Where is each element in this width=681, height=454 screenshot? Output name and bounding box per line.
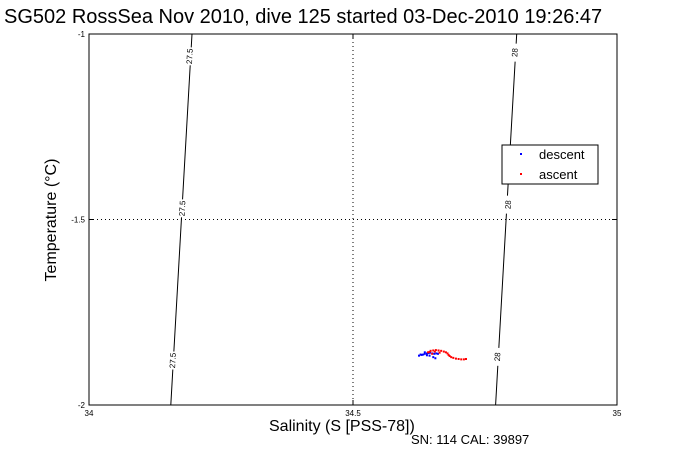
data-point-ascent (428, 350, 431, 353)
data-point-descent (434, 357, 437, 360)
x-axis-label: Salinity (S [PSS-78]) (269, 418, 415, 435)
y-axis-label: Temperature (°C) (43, 158, 60, 282)
contour-label-bg (511, 43, 519, 62)
contour-label-bg (178, 199, 186, 218)
data-point-ascent (452, 356, 455, 359)
data-point-ascent (438, 351, 441, 354)
data-point-descent (428, 354, 431, 357)
data-point-ascent (431, 352, 434, 355)
legend-marker-ascent (520, 173, 522, 175)
y-tick-label: -1.5 (71, 216, 85, 225)
data-point-descent (435, 352, 438, 355)
density-contours: 27.5 27.5 27.5 28 28 28 (168, 33, 520, 406)
data-point-descent (418, 354, 420, 357)
contour-label-bg (493, 347, 501, 366)
legend-marker-descent (520, 153, 522, 155)
data-point-descent (432, 356, 435, 359)
data-point-descent (419, 353, 422, 356)
data-point-descent (433, 352, 436, 355)
contour-label: 28 (493, 352, 503, 362)
axis-ticks: 34 34.5 35 -2 -1.5 -1 (71, 30, 622, 418)
x-tick-label: 34.5 (345, 409, 361, 418)
data-point-descent (423, 351, 426, 354)
data-point-ascent (440, 349, 443, 352)
data-point-descent (429, 351, 432, 354)
data-point-ascent (454, 357, 457, 360)
data-point-ascent (426, 351, 429, 354)
data-point-descent (423, 352, 426, 355)
legend-label-ascent: ascent (539, 167, 578, 182)
contour-label: 27.5 (168, 352, 178, 369)
legend: descent ascent (501, 144, 599, 185)
data-point-ascent (462, 358, 465, 361)
data-point-descent (431, 352, 434, 355)
data-point-ascent (437, 349, 440, 352)
contour-line (170, 33, 193, 406)
data-point-ascent (464, 357, 467, 360)
legend-label-descent: descent (539, 147, 585, 162)
data-point-ascent (446, 352, 449, 355)
x-tick-label: 35 (613, 409, 622, 418)
data-point-ascent (429, 349, 432, 352)
data-point-ascent (444, 351, 447, 354)
contour-label-bg (185, 47, 193, 66)
data-point-ascent (457, 357, 460, 360)
y-tick-label: -1 (78, 30, 86, 39)
contour-label: 27.5 (185, 48, 195, 65)
data-point-ascent (434, 349, 437, 352)
data-point-ascent (433, 350, 436, 353)
chart-title: SG502 RossSea Nov 2010, dive 125 started… (4, 6, 603, 28)
data-point-ascent (450, 356, 453, 359)
data-point-descent (437, 352, 440, 355)
data-point-descent (425, 354, 428, 357)
serial-calibration-note: SN: 114 CAL: 39897 (411, 432, 530, 447)
data-point-ascent (448, 355, 451, 358)
x-tick-label: 34 (85, 409, 94, 418)
data-point-descent (422, 353, 425, 356)
data-point-ascent (442, 350, 445, 353)
contour-label: 28 (503, 199, 513, 209)
data-point-descent (420, 353, 423, 356)
data-point-descent (427, 352, 430, 355)
data-point-ascent (432, 349, 435, 352)
data-point-ascent (447, 353, 450, 356)
legend-box (501, 144, 599, 185)
contour-label: 28 (510, 47, 520, 57)
data-points (418, 349, 467, 361)
contour-label: 27.5 (177, 200, 187, 217)
grid-lines (89, 34, 617, 405)
data-point-descent (425, 352, 428, 355)
axes-box (88, 33, 618, 406)
contour-line (495, 33, 518, 406)
contour-label-bg (168, 351, 176, 370)
data-point-ascent (460, 358, 463, 361)
y-tick-label: -2 (78, 401, 86, 410)
contour-label-bg (504, 195, 512, 214)
